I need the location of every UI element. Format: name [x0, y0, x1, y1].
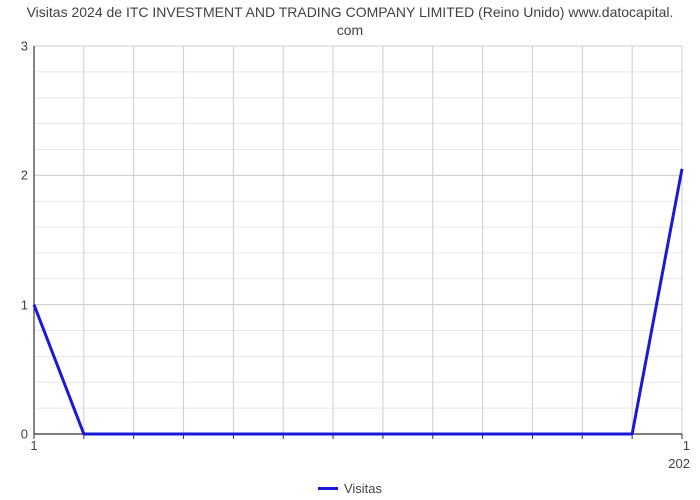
- x-tick-sublabel-right: 202: [668, 434, 690, 471]
- chart-title-line1: Visitas 2024 de ITC INVESTMENT AND TRADI…: [27, 4, 674, 20]
- legend-swatch: [318, 487, 338, 490]
- legend: Visitas: [0, 481, 700, 496]
- chart-title-line2: com: [337, 22, 363, 38]
- chart-container: { "chart": { "type": "line", "title_line…: [0, 0, 700, 500]
- y-tick-label: 2: [21, 168, 34, 183]
- y-tick-label: 1: [21, 297, 34, 312]
- y-tick-label: 3: [21, 39, 34, 54]
- chart-title: Visitas 2024 de ITC INVESTMENT AND TRADI…: [0, 4, 700, 39]
- plot-svg: [34, 46, 682, 434]
- x-tick-label-left: 1: [30, 434, 37, 453]
- plot-area: 012311202: [34, 46, 682, 434]
- legend-label: Visitas: [344, 481, 382, 496]
